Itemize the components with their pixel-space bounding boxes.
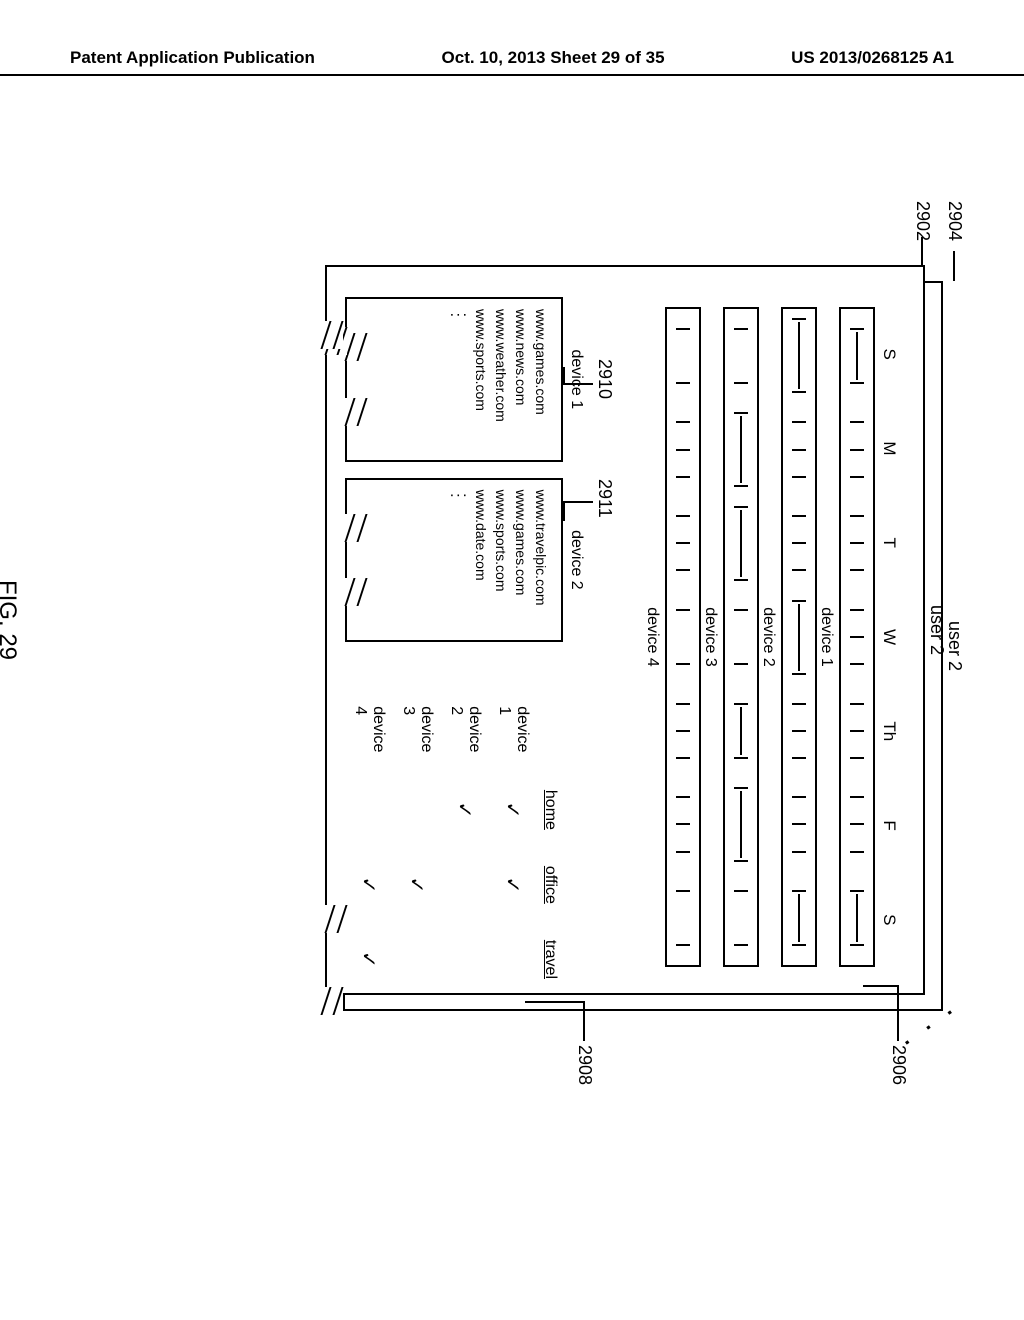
url-item: www.games.com [533,309,549,450]
check-icon: ✓ [345,922,393,997]
page-header: Patent Application Publication Oct. 10, … [0,48,1024,76]
device-url-columns: device 1 www.games.com www.news.com www.… [345,297,563,997]
leader-line [563,367,565,385]
leader-line [921,237,923,265]
schedule-area: S M T W Th F S device 1 [643,307,899,967]
lower-section: device 1 www.games.com www.news.com www.… [345,297,563,997]
fig-prefix: FIG. [0,580,21,627]
check-icon: ✓ [489,772,537,848]
matrix-row-label: device 2 [441,688,489,772]
ref-2904: 2904 [944,201,965,241]
schedule-row-device4: device 4 [665,307,701,967]
matrix-cell-empty [393,772,441,848]
leader-line [565,501,593,503]
location-matrix: home office travel device 1 ✓ ✓ device 2 [345,688,563,997]
matrix-row-label: device 4 [345,688,393,772]
matrix-cell-empty [393,922,441,997]
device1-col-title: device 1 [567,350,585,410]
url-item: www.date.com [473,490,489,631]
header-left: Patent Application Publication [70,48,315,68]
device1-url-box: device 1 www.games.com www.news.com www.… [345,297,563,462]
url-item: www.travelpic.com [533,490,549,631]
leader-line [565,383,593,385]
url-item: www.sports.com [493,490,509,631]
ref-2902: 2902 [912,201,933,241]
schedule-row-device3: device 3 [723,307,759,967]
break-icon [345,398,367,426]
matrix-cell-empty [345,772,393,848]
box-2902: user 2 S M T W Th F S [325,265,925,995]
matrix-col-office: office [537,848,563,922]
ellipsis-icon: ... [448,490,467,508]
day-label: F [879,778,899,872]
break-icon [325,905,347,933]
day-label: S [879,873,899,967]
break-icon [321,321,343,349]
figure-29: user 2 user 2 S M T W Th F S [45,245,965,995]
break-icon [345,578,367,606]
break-icon [321,987,343,1015]
break-icon [345,514,367,542]
matrix-cell-empty [441,848,489,922]
ellipsis-icon: ... [448,309,467,327]
leader-line [953,251,955,281]
leader-line [863,985,899,987]
matrix-col-home: home [537,772,563,848]
check-icon: ✓ [489,848,537,922]
ref-2910: 2910 [594,359,615,399]
url-item: www.games.com [513,490,529,631]
schedule-row-device1: device 1 [839,307,875,967]
header-right: US 2013/0268125 A1 [791,48,954,68]
figure-caption: FIG. 29 [0,580,21,660]
day-label: M [879,401,899,495]
url-item: www.weather.com [493,309,509,450]
fig-number: 29 [0,633,21,660]
box-2904-title: user 2 [944,621,965,671]
check-icon: ✓ [441,772,489,848]
day-label: Th [879,684,899,778]
matrix-cell-empty [489,922,537,997]
ref-2908: 2908 [574,1045,595,1085]
header-center: Oct. 10, 2013 Sheet 29 of 35 [442,48,665,68]
matrix-col-travel: travel [537,922,563,997]
check-icon: ✓ [393,848,441,922]
row-label: device 4 [643,607,661,667]
check-icon: ✓ [345,848,393,922]
day-label: T [879,496,899,590]
row-label: device 3 [701,607,719,667]
matrix-row-label: device 3 [393,688,441,772]
row-label: device 2 [759,607,777,667]
url-item: www.sports.com [473,309,489,450]
leader-line [897,985,899,1041]
row-label: device 1 [817,607,835,667]
matrix-cell-empty [441,922,489,997]
break-icon [345,333,367,361]
url-item: www.news.com [513,309,529,450]
day-label: W [879,590,899,684]
ref-2911: 2911 [594,479,615,518]
device2-col-title: device 2 [567,530,585,590]
day-header-row: S M T W Th F S [879,307,899,967]
box-2902-title: user 2 [926,605,947,655]
leader-line [563,501,565,521]
leader-line [583,1001,585,1041]
leader-line [525,1001,585,1003]
matrix-row-label: device 1 [489,688,537,772]
schedule-row-device2: device 2 [781,307,817,967]
device2-url-box: device 2 www.travelpic.com www.games.com… [345,478,563,643]
day-label: S [879,307,899,401]
